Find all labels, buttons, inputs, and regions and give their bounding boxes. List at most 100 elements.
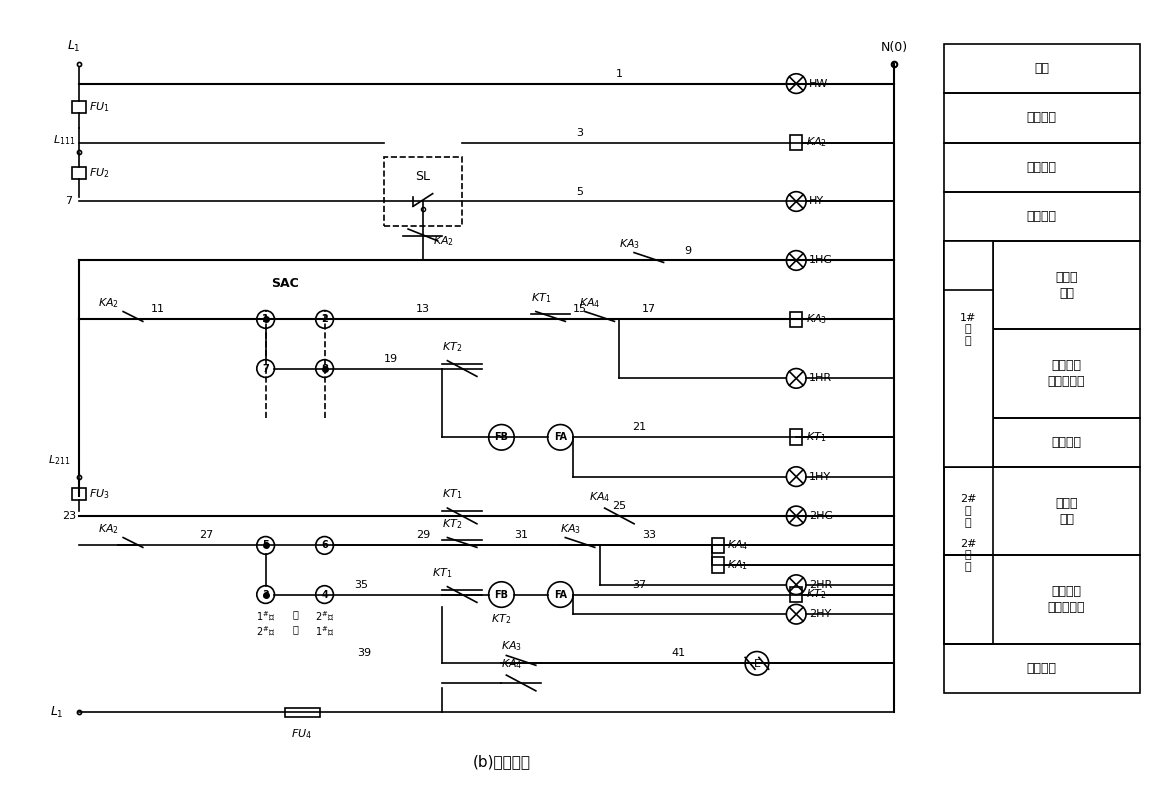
Text: SL: SL (415, 171, 430, 184)
Bar (943, 644, 1140, 693)
Text: 1#
变
频: 1# 变 频 (960, 313, 976, 346)
Text: $KA_4$: $KA_4$ (589, 490, 611, 504)
Text: 33: 33 (641, 531, 655, 540)
Text: $KT_2$: $KT_2$ (806, 587, 827, 602)
Text: $KT_2$: $KT_2$ (491, 612, 512, 626)
Bar (943, 241, 992, 417)
Bar (943, 192, 1140, 241)
Text: $2^{\#}$用: $2^{\#}$用 (315, 610, 335, 623)
Bar (943, 143, 1140, 192)
Bar (943, 290, 992, 467)
Text: 23: 23 (62, 511, 76, 521)
Text: 21: 21 (632, 422, 646, 433)
Text: 27: 27 (199, 531, 213, 540)
Text: 1HG: 1HG (809, 255, 833, 266)
Text: E: E (753, 659, 760, 670)
Text: 19: 19 (384, 354, 398, 364)
Text: 17: 17 (641, 305, 656, 314)
Text: 39: 39 (357, 649, 371, 658)
Text: SAC: SAC (272, 277, 300, 290)
Text: $FU_3$: $FU_3$ (89, 488, 110, 501)
Text: $L_1$: $L_1$ (50, 705, 64, 720)
Text: HW: HW (809, 78, 828, 89)
Text: 停: 停 (293, 610, 298, 619)
Text: $KT_1$: $KT_1$ (806, 430, 827, 444)
Text: 11: 11 (150, 305, 164, 314)
Bar (72, 101, 86, 113)
Text: 变频故障
及自动切换: 变频故障 及自动切换 (1048, 359, 1086, 388)
Text: $KA_1$: $KA_1$ (728, 558, 749, 572)
Text: 37: 37 (632, 579, 646, 590)
Text: $L_1$: $L_1$ (68, 39, 80, 54)
Text: 2#
变
频: 2# 变 频 (960, 539, 976, 572)
Bar (943, 44, 1140, 93)
Bar (943, 93, 1140, 143)
Text: 3: 3 (576, 128, 583, 137)
Text: 2HG: 2HG (809, 511, 834, 521)
Text: 1HY: 1HY (809, 472, 831, 482)
Text: 1: 1 (616, 69, 623, 79)
Text: 6: 6 (321, 540, 328, 551)
Text: 1: 1 (262, 314, 269, 325)
Text: FA: FA (554, 433, 567, 442)
Text: N(0): N(0) (881, 41, 908, 54)
Text: $FU_4$: $FU_4$ (292, 727, 312, 741)
Text: $KA_2$: $KA_2$ (98, 296, 119, 310)
Text: 停止指示: 停止指示 (1027, 210, 1056, 223)
Text: HY: HY (809, 196, 824, 207)
Text: $KA_4$: $KA_4$ (500, 658, 522, 671)
Bar (286, 708, 319, 717)
Text: $KA_3$: $KA_3$ (500, 640, 522, 654)
Text: $FU_1$: $FU_1$ (89, 101, 110, 114)
Text: 3: 3 (262, 590, 269, 599)
Text: FB: FB (494, 433, 508, 442)
Text: 电源: 电源 (1034, 62, 1049, 75)
Text: 4: 4 (321, 590, 328, 599)
Text: 2#
变
频: 2# 变 频 (960, 495, 976, 527)
Text: 5: 5 (262, 540, 269, 551)
Text: 缺水指示: 缺水指示 (1027, 160, 1056, 174)
Text: 1HR: 1HR (809, 373, 833, 383)
Bar (72, 167, 86, 179)
Text: $KA_3$: $KA_3$ (806, 313, 827, 326)
Bar (791, 587, 802, 602)
Bar (943, 417, 992, 467)
Text: $KA_4$: $KA_4$ (580, 296, 600, 310)
Text: $KA_2$: $KA_2$ (98, 522, 119, 535)
Bar (711, 538, 724, 553)
Text: 31: 31 (514, 531, 528, 540)
Bar (943, 555, 992, 644)
Text: $KT_2$: $KT_2$ (442, 340, 463, 354)
Text: $2^{\#}$备: $2^{\#}$备 (255, 624, 275, 638)
Bar (943, 555, 1140, 644)
Text: 浮球开关: 浮球开关 (1027, 112, 1056, 124)
Text: $KA_3$: $KA_3$ (560, 522, 581, 535)
Text: $KA_4$: $KA_4$ (728, 539, 749, 552)
Text: FB: FB (494, 590, 508, 599)
Text: 停止指示: 停止指示 (1052, 436, 1081, 448)
Text: (b)控制电路: (b)控制电路 (472, 754, 531, 769)
Text: $KA_2$: $KA_2$ (433, 234, 454, 247)
Bar (943, 241, 1140, 330)
Bar (791, 311, 802, 327)
Text: $KT_1$: $KT_1$ (531, 290, 550, 305)
Text: 2HR: 2HR (809, 579, 833, 590)
Text: 7: 7 (262, 364, 269, 373)
Text: 35: 35 (354, 579, 368, 590)
Text: 5: 5 (576, 187, 583, 196)
Text: 41: 41 (672, 649, 686, 658)
Text: $1^{\#}$用: $1^{\#}$用 (255, 610, 275, 623)
Text: FA: FA (554, 590, 567, 599)
Text: 13: 13 (416, 305, 430, 314)
Text: $KA_3$: $KA_3$ (619, 237, 640, 251)
Bar (943, 330, 992, 417)
Bar (711, 557, 724, 573)
Text: 2: 2 (321, 314, 328, 325)
Bar (943, 330, 1140, 417)
Text: 25: 25 (612, 501, 626, 511)
Bar (943, 241, 992, 330)
Text: 2HY: 2HY (809, 609, 831, 619)
Text: 9: 9 (684, 246, 691, 255)
Bar (791, 135, 802, 150)
Text: 8: 8 (321, 364, 328, 373)
